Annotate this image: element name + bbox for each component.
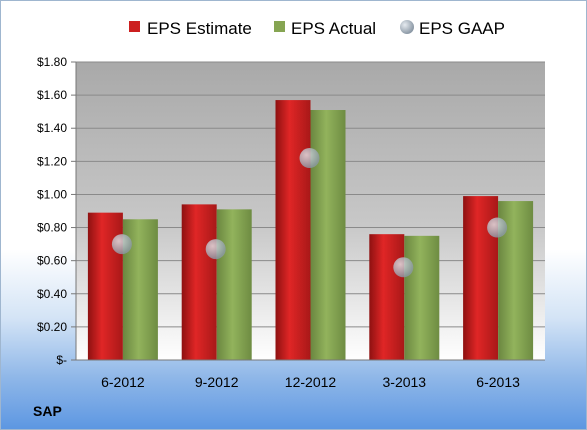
legend-item-eps-estimate: EPS Estimate bbox=[129, 19, 252, 38]
bar-eps-actual bbox=[404, 235, 440, 360]
y-tick-label: $1.40 bbox=[37, 121, 67, 135]
legend-swatch-eps-gaap bbox=[400, 20, 414, 34]
point-eps-gaap bbox=[393, 257, 414, 278]
y-tick-label: $0.80 bbox=[37, 221, 67, 235]
ticker-symbol: SAP bbox=[33, 403, 62, 419]
legend-item-eps-actual: EPS Actual bbox=[274, 19, 376, 38]
y-tick-label: $1.60 bbox=[37, 88, 67, 102]
bar-eps-estimate bbox=[87, 212, 123, 360]
bar-eps-actual bbox=[216, 209, 252, 360]
y-tick-label: $- bbox=[56, 353, 67, 367]
y-axis: $1.80 $1.60 $1.40 $1.20 $1.00 $0.80 $0.60 $0.40… bbox=[37, 55, 77, 367]
legend-swatch-eps-actual bbox=[274, 21, 285, 32]
y-tick-label: $0.60 bbox=[37, 254, 67, 268]
x-tick-label: 3-2013 bbox=[383, 374, 427, 390]
legend-label-eps-estimate: EPS Estimate bbox=[147, 19, 252, 38]
legend-item-eps-gaap: EPS GAAP bbox=[400, 19, 505, 38]
bar-eps-estimate bbox=[369, 234, 405, 360]
legend: EPS Estimate EPS Actual EPS GAAP bbox=[129, 19, 505, 38]
y-tick-label: $1.00 bbox=[37, 187, 67, 201]
x-tick-label: 6-2012 bbox=[101, 374, 145, 390]
legend-label-eps-gaap: EPS GAAP bbox=[419, 19, 505, 38]
point-eps-gaap bbox=[111, 234, 132, 255]
point-eps-gaap bbox=[205, 239, 226, 260]
legend-swatch-eps-estimate bbox=[129, 21, 140, 32]
y-tick-label: $0.40 bbox=[37, 287, 67, 301]
bar-eps-estimate bbox=[275, 100, 311, 361]
x-axis: 6-2012 9-2012 12-2012 3-2013 6-2013 bbox=[76, 359, 545, 390]
gaap-points bbox=[111, 148, 508, 278]
bar-eps-estimate bbox=[181, 204, 217, 360]
y-tick-label: $1.20 bbox=[37, 154, 67, 168]
y-tick-label: $1.80 bbox=[37, 55, 67, 69]
bars bbox=[87, 100, 534, 361]
x-tick-label: 12-2012 bbox=[285, 374, 337, 390]
x-tick-label: 9-2012 bbox=[195, 374, 239, 390]
point-eps-gaap bbox=[299, 148, 320, 169]
legend-label-eps-actual: EPS Actual bbox=[291, 19, 376, 38]
y-tick-label: $0.20 bbox=[37, 320, 67, 334]
x-tick-label: 6-2013 bbox=[476, 374, 520, 390]
point-eps-gaap bbox=[487, 217, 508, 238]
bar-eps-actual bbox=[310, 110, 346, 360]
